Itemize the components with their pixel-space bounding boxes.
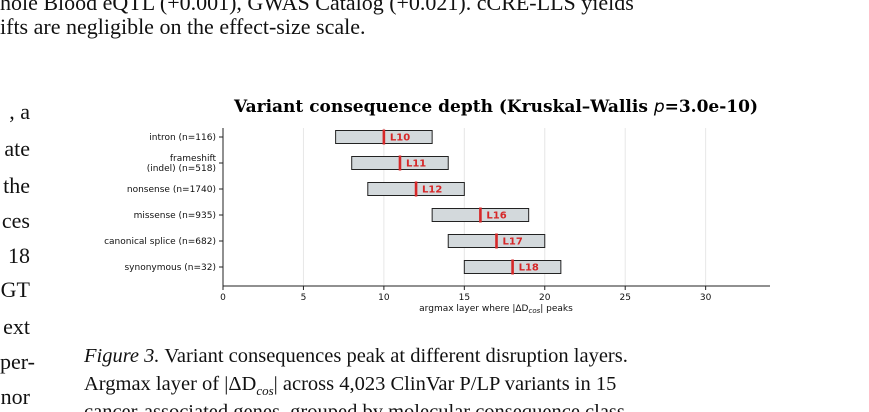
- left-column-text-3: the: [3, 173, 30, 198]
- left-column-text-6: GT: [0, 277, 30, 302]
- left-column-text-1: , a: [9, 99, 30, 124]
- y-tick-label-5: synonymous (n=32): [124, 263, 216, 273]
- x-tick-label-5: 5: [301, 293, 307, 303]
- figure-caption-sub: cos: [256, 383, 274, 399]
- x-tick-label-20: 20: [539, 293, 551, 303]
- x-axis-label: argmax layer where |ΔDcos| peaks: [419, 304, 573, 315]
- y-tick-label-1: frameshift (indel) (n=518): [147, 154, 217, 174]
- y-tick-label-0: intron (n=116): [149, 133, 216, 143]
- x-tick-label-10: 10: [378, 293, 390, 303]
- body-text-line-2: ifts are negligible on the effect-size s…: [0, 14, 366, 39]
- left-column-text-9: nor: [0, 384, 30, 409]
- x-tick-label-0: 0: [220, 293, 226, 303]
- figure-3: Variant consequence depth (Kruskal–Walli…: [80, 90, 780, 320]
- x-tick-label-30: 30: [700, 293, 712, 303]
- figure-caption-line-3: cancer-associated genes, grouped by mole…: [84, 401, 631, 412]
- left-column-text-4: ces: [1, 208, 30, 233]
- figure-caption-line-1: Figure 3. Variant consequences peak at d…: [84, 343, 628, 369]
- x-tick-label-15: 15: [459, 293, 470, 303]
- median-label-3: L16: [486, 211, 506, 222]
- median-label-2: L12: [422, 185, 442, 196]
- body-text-line-1: hole Blood eQTL (+0.001), GWAS Catalog (…: [0, 0, 634, 15]
- figure-caption-text-2a: Argmax layer of |ΔD: [84, 373, 257, 395]
- y-tick-label-3: missense (n=935): [134, 211, 216, 221]
- median-label-4: L17: [503, 237, 523, 248]
- left-column-text-2: ate: [4, 136, 30, 161]
- x-tick-label-25: 25: [619, 293, 630, 303]
- figure-caption-text-2b: | across 4,023 ClinVar P/LP variants in …: [273, 373, 617, 395]
- left-column-text-7: ext: [3, 314, 30, 339]
- y-tick-label-2: nonsense (n=1740): [127, 185, 216, 195]
- chart-title: Variant consequence depth (Kruskal–Walli…: [233, 97, 758, 117]
- median-label-0: L10: [390, 133, 410, 144]
- left-column-text-8: per-: [0, 349, 35, 374]
- figure-caption-label: Figure 3.: [84, 345, 160, 367]
- consequence-depth-chart: Variant consequence depth (Kruskal–Walli…: [104, 97, 770, 315]
- figure-caption-text-1: Variant consequences peak at different d…: [164, 345, 628, 367]
- figure-caption-line-2: Argmax layer of |ΔDcos| across 4,023 Cli…: [84, 371, 616, 404]
- left-column-text-5: 18: [8, 243, 30, 268]
- median-label-1: L11: [406, 159, 426, 170]
- median-label-5: L18: [519, 263, 539, 274]
- y-tick-label-4: canonical splice (n=682): [104, 237, 216, 247]
